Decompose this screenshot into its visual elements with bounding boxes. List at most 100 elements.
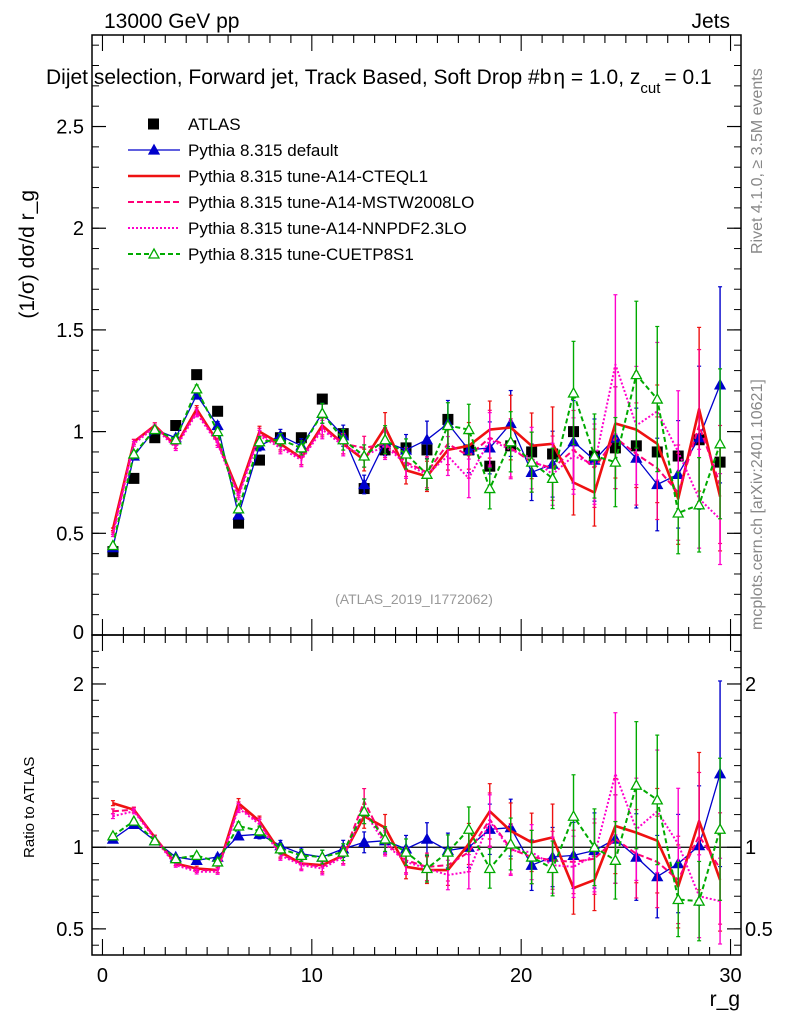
main-ylabel: (1/σ) dσ/d r_g bbox=[16, 190, 39, 319]
y-tick-label: 2 bbox=[73, 674, 84, 696]
data-point bbox=[693, 498, 706, 510]
data-point bbox=[630, 368, 643, 380]
data-point bbox=[295, 441, 308, 453]
y-tick-label: 0 bbox=[73, 622, 84, 644]
legend-entry: Pythia 8.315 tune-A14-CTEQL1 bbox=[128, 167, 428, 186]
ratio-frame bbox=[91, 634, 742, 956]
atlas-point bbox=[233, 517, 245, 529]
y-tick-label-right: 2 bbox=[745, 674, 756, 696]
ratio-ylabel: Ratio to ATLAS bbox=[21, 757, 38, 858]
data-point bbox=[274, 842, 287, 854]
plot-title-end: = 0.1 bbox=[664, 66, 711, 89]
legend-marker bbox=[147, 247, 161, 259]
data-point bbox=[253, 824, 266, 836]
legend-label: Pythia 8.315 tune-A14-CTEQL1 bbox=[188, 167, 428, 186]
plot-title-sub: cut bbox=[640, 80, 661, 97]
data-point bbox=[546, 472, 559, 484]
series-line bbox=[112, 773, 721, 878]
x-tick-label: 0 bbox=[97, 965, 108, 987]
data-point bbox=[483, 862, 496, 874]
series-line bbox=[112, 772, 721, 903]
data-point bbox=[337, 433, 350, 445]
series-pythia-8-315-tune-a14-mstw2008lo bbox=[110, 348, 723, 545]
series-line bbox=[111, 373, 722, 546]
data-point bbox=[211, 425, 224, 437]
mcplots-label: mcplots.cern.ch [arXiv:2401.10621] bbox=[749, 379, 766, 630]
x-axis-label: r_g bbox=[710, 988, 740, 1011]
legend-label: Pythia 8.315 tune-CUETP8S1 bbox=[188, 245, 414, 264]
y-tick-label-right: 0.5 bbox=[745, 919, 773, 941]
atlas-point bbox=[295, 432, 307, 444]
data-point bbox=[609, 853, 622, 865]
x-tick-label: 20 bbox=[510, 965, 532, 987]
data-point bbox=[232, 829, 245, 841]
data-point bbox=[525, 455, 538, 467]
data-point bbox=[232, 502, 245, 514]
legend-label: ATLAS bbox=[188, 115, 241, 134]
data-point bbox=[316, 406, 329, 418]
ratio-series-layer bbox=[92, 680, 741, 945]
y-tick-label: 1.5 bbox=[56, 320, 84, 342]
series-pythia-8-315-tune-a14-nnpdf2-3lo bbox=[110, 294, 723, 566]
data-point bbox=[358, 836, 371, 847]
data-point bbox=[148, 834, 161, 846]
series-pythia-8-315-tune-a14-nnpdf2-3lo bbox=[110, 712, 723, 945]
rivet-label: Rivet 4.1.0, ≥ 3.5M events bbox=[749, 68, 766, 254]
x-tick-label: 10 bbox=[301, 965, 323, 987]
data-point bbox=[420, 433, 434, 445]
data-point bbox=[420, 467, 434, 479]
series-pythia-8-315-tune-a14-cteql1 bbox=[110, 326, 723, 552]
legend-label: Pythia 8.315 tune-A14-MSTW2008LO bbox=[188, 193, 474, 212]
data-point bbox=[567, 809, 580, 821]
legend-label: Pythia 8.315 tune-A14-NNPDF2.3LO bbox=[188, 219, 467, 238]
atlas-point bbox=[128, 472, 140, 484]
series-pythia-8-315-tune-a14-cteql1 bbox=[110, 751, 723, 932]
data-point bbox=[483, 482, 496, 494]
legend: ATLAS Pythia 8.315 default Pythia 8.315 tu… bbox=[128, 115, 474, 264]
data-point bbox=[609, 455, 622, 467]
data-point bbox=[106, 829, 120, 841]
data-point bbox=[232, 508, 245, 520]
y-tick-label: 0.5 bbox=[56, 919, 84, 941]
data-point bbox=[337, 845, 350, 857]
main-panel: 0 0.5 1 1.5 2 2.5 bbox=[56, 34, 742, 644]
data-point bbox=[378, 433, 392, 445]
plot-title-tail: η = 1.0, z bbox=[553, 66, 640, 89]
y-tick-label: 1 bbox=[73, 422, 84, 444]
data-point bbox=[420, 832, 434, 844]
data-point bbox=[148, 423, 161, 435]
y-tick-label-right: 1 bbox=[745, 837, 756, 859]
data-point bbox=[316, 850, 329, 862]
ratio-panel: 0.5 0.51 12 20 10 20 30 bbox=[56, 634, 773, 987]
atlas-point bbox=[149, 432, 161, 444]
atlas-point bbox=[191, 369, 203, 381]
legend-label: Pythia 8.315 default bbox=[188, 141, 339, 160]
data-point bbox=[358, 449, 371, 461]
data-point bbox=[713, 437, 727, 449]
data-point bbox=[211, 855, 224, 867]
legend-entry: Pythia 8.315 default bbox=[128, 141, 339, 160]
data-point bbox=[693, 894, 706, 906]
data-point bbox=[672, 893, 685, 905]
process-label: Jets bbox=[691, 10, 730, 33]
data-point bbox=[127, 447, 140, 459]
y-tick-label: 2 bbox=[73, 218, 84, 240]
data-point bbox=[399, 447, 413, 459]
legend-marker bbox=[148, 118, 159, 130]
atlas-point bbox=[253, 454, 265, 466]
data-point bbox=[504, 435, 517, 447]
data-point bbox=[420, 862, 434, 874]
series-line bbox=[112, 784, 722, 903]
ratio-axes-layer: 0.5 0.51 12 20 10 20 30 bbox=[56, 635, 773, 987]
y-tick-label: 0.5 bbox=[56, 523, 84, 545]
data-point bbox=[295, 849, 308, 861]
x-tick-label: 30 bbox=[719, 965, 741, 987]
data-point bbox=[232, 819, 245, 831]
data-point bbox=[169, 852, 182, 864]
data-point bbox=[504, 837, 517, 849]
series-line bbox=[112, 801, 722, 890]
data-point bbox=[567, 386, 580, 398]
series-pythia-8-315-tune-cuetp8s1 bbox=[106, 300, 727, 555]
data-point bbox=[462, 822, 475, 834]
